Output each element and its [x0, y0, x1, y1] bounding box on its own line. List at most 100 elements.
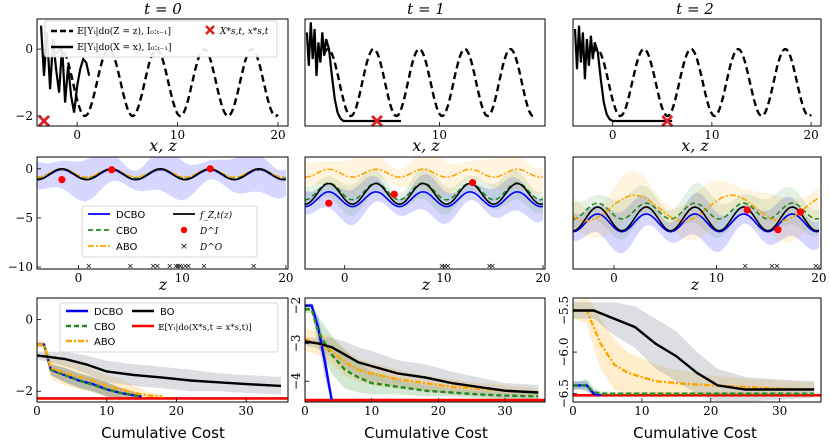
observational-point: ×	[768, 262, 775, 271]
band-abo	[37, 341, 163, 401]
row3-legend-bo-label: BO	[160, 307, 175, 318]
observational-point: ×	[173, 262, 180, 271]
mean-line-cbo	[573, 202, 820, 220]
observational-point: ×	[774, 262, 781, 271]
band-dcbo	[37, 157, 286, 202]
x-tick-label: 20	[431, 404, 446, 418]
band-dcbo	[573, 192, 819, 254]
curve-abo	[305, 338, 539, 394]
x-tick-label: 10	[634, 404, 649, 418]
band-bo	[37, 351, 281, 395]
x-tick-label: 10	[99, 404, 114, 418]
observational-point: ×	[439, 262, 446, 271]
interventional-point	[743, 206, 751, 214]
y-tick-label: −5.5	[557, 296, 571, 325]
row3-xlabel-t0: Cumulative Cost	[101, 424, 225, 442]
true-function-line	[573, 206, 820, 232]
y-tick-label: −4	[289, 372, 303, 390]
row3-legend-abo-label: ABO	[94, 337, 116, 348]
row2-legend-di-label: D^I	[199, 227, 219, 237]
y-tick-label: −5	[15, 211, 33, 225]
observational-point: ×	[86, 262, 93, 271]
y-tick-label: −6.0	[557, 338, 571, 367]
observational-point: ×	[185, 262, 192, 271]
do-z-dashed-line	[591, 47, 812, 118]
axes-frame	[304, 297, 546, 403]
axes-frame	[304, 156, 546, 270]
y-tick-label: −2	[15, 384, 33, 398]
y-tick-label: −2	[15, 109, 33, 123]
axes-frame	[36, 156, 289, 270]
row3-xlabel-t1: Cumulative Cost	[364, 424, 488, 442]
row2-legend-dcbo-label: DCBO	[116, 210, 145, 221]
row2-legend: DCBO CBO ABO f_Z,t(z) D^I × D^O	[81, 205, 258, 258]
band-cbo	[305, 305, 539, 401]
observational-point: ×	[250, 262, 257, 271]
x-tick-label: 20	[169, 404, 184, 418]
true-function-line	[305, 182, 544, 206]
curve-bo	[573, 309, 815, 391]
row3-legend-cbo-label: CBO	[94, 322, 116, 333]
band-cbo	[573, 183, 819, 240]
panel-row1-t0: 0 10 20 0 −2	[15, 18, 289, 142]
x-tick-label: 10	[436, 271, 451, 285]
x-tick-label: 10	[364, 404, 379, 418]
x-tick-label: 10	[175, 271, 190, 285]
plot-area-row3-t1	[305, 303, 545, 402]
interventional-point	[390, 190, 398, 198]
panel-row2-t1: ××× ××0 10 20	[304, 156, 551, 285]
mean-line-abo	[37, 168, 286, 178]
y-tick-label: −3	[289, 335, 303, 353]
row2-legend-do-label: D^O	[199, 243, 223, 253]
row1-legend-box	[44, 20, 278, 58]
observational-point: ×	[175, 262, 182, 271]
plot-area-row2-t1: ××× ××	[305, 157, 544, 271]
axes-frame	[572, 18, 822, 127]
observational-point: ×	[127, 262, 134, 271]
observational-point: ×	[444, 262, 451, 271]
curve-cbo	[305, 308, 539, 398]
curve-cbo	[573, 384, 815, 395]
row1-xlabel-t2: x, z	[681, 136, 709, 155]
row2-legend-di-swatch	[180, 226, 188, 234]
do-z-dashed-line	[323, 47, 537, 118]
x-tick-label: 30	[497, 404, 512, 418]
do-z-dashed-line	[56, 47, 279, 118]
y-tick-label: 0	[25, 42, 33, 56]
optimum-cross-b	[661, 114, 674, 127]
x-tick-label: 30	[239, 404, 254, 418]
do-x-solid-line	[39, 25, 91, 113]
observational-point: ×	[182, 262, 189, 271]
row2-legend-abo-label: ABO	[116, 242, 138, 253]
observational-point: ×	[489, 262, 496, 271]
axes-frame	[304, 18, 546, 127]
y-tick-label: −10	[8, 260, 33, 274]
observational-point: ×	[813, 262, 820, 271]
interventional-point	[108, 166, 116, 174]
x-tick-label: 0	[301, 404, 309, 418]
y-tick-label: 0	[25, 313, 33, 327]
row3-legend-dcbo-label: DCBO	[94, 307, 123, 318]
title-t1: t = 1	[407, 0, 445, 18]
title-t2: t = 2	[676, 0, 714, 18]
axes-frame	[36, 297, 289, 403]
panel-row1-t1: 10	[304, 18, 546, 142]
observational-point: ×	[486, 262, 493, 271]
mean-line-cbo	[305, 182, 544, 201]
interventional-point	[469, 178, 477, 187]
observational-point: ×	[154, 262, 161, 271]
band-abo	[573, 298, 815, 398]
band-dcbo	[305, 303, 332, 402]
axes-frame	[36, 18, 289, 127]
row2-xlabel-t2: z	[690, 275, 700, 294]
row2-xlabel-t1: z	[421, 275, 431, 294]
row1-xlabel-t1: x, z	[412, 136, 440, 155]
band-bo	[305, 337, 539, 401]
panel-row2-t0: × × ×× × ××××× × ×0 10 200−5−10	[8, 156, 294, 285]
panel-row1-t2: 0 10 20	[572, 18, 822, 142]
curve-bo	[37, 354, 282, 388]
panel-row3-t2: 0 10 20 30 −5.5 −6.0 −6.5	[557, 296, 822, 418]
x-tick-label: 20	[811, 271, 826, 285]
title-t0: t = 0	[144, 0, 182, 18]
row2-legend-do-swatch: ×	[180, 242, 188, 252]
